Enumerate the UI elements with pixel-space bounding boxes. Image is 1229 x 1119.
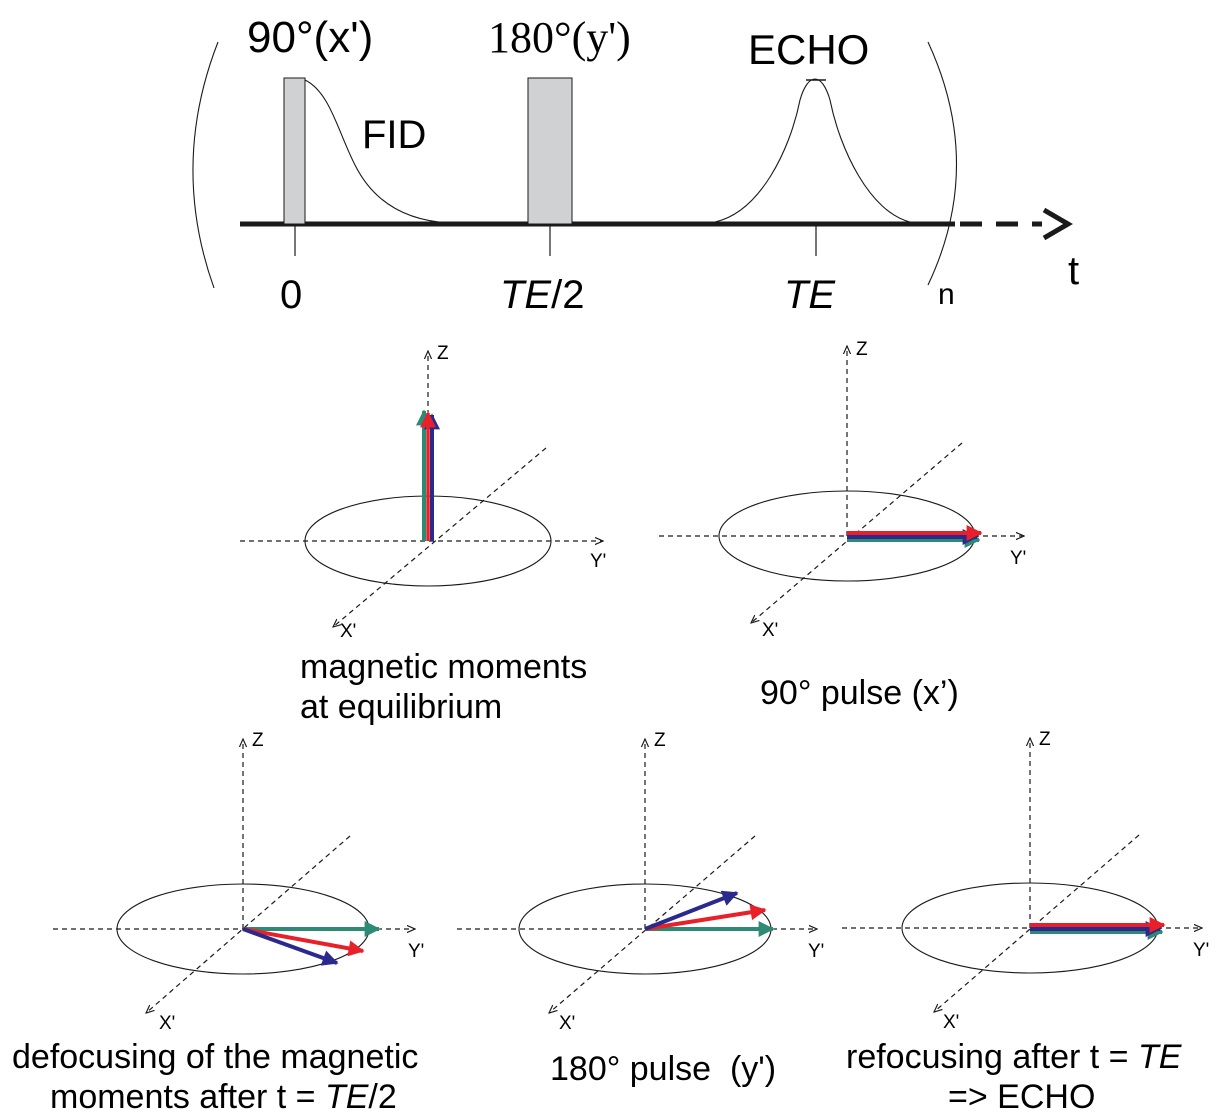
- panel-defocus: Z Y' X': [53, 730, 424, 1034]
- pulse-90-block: [283, 77, 306, 225]
- panel-equilibrium: Z Y' X': [240, 343, 606, 642]
- x-axis: [146, 835, 351, 1013]
- tick-te2-label: TE/2: [500, 273, 584, 317]
- x-axis-label: X': [559, 1013, 575, 1034]
- caption-defocus-line2: moments after t = TE/2: [50, 1078, 397, 1116]
- caption-refocus-line1: refocusing after t = TE: [846, 1038, 1182, 1076]
- left-repeat-bracket: [192, 41, 219, 289]
- z-axis-label: Z: [654, 730, 666, 751]
- panel-refocus: Z Y' X': [842, 729, 1209, 1033]
- panel-pulse180: Z Y' X': [457, 730, 824, 1034]
- caption-pulse90: 90° pulse (x’): [760, 674, 959, 712]
- caption-refocus-line2: => ECHO: [948, 1078, 1095, 1116]
- z-axis-label: Z: [1039, 729, 1051, 750]
- x-axis-label: X': [340, 621, 356, 642]
- echo-label: ECHO: [748, 26, 869, 73]
- pulse-90-label: 90°(x'): [247, 13, 373, 62]
- z-axis-label: Z: [252, 730, 264, 751]
- moment-red: [644, 904, 767, 931]
- y-axis-label: Y': [1193, 940, 1209, 961]
- z-axis-label: Z: [437, 343, 449, 364]
- moment-red: [242, 927, 365, 957]
- caption-pulse180: 180° pulse (y'): [550, 1050, 776, 1088]
- time-axis-label: t: [1068, 249, 1079, 293]
- repeat-count-label: n: [938, 278, 955, 311]
- moment-blue: [242, 927, 339, 966]
- tick-0-label: 0: [280, 273, 302, 317]
- y-axis-label: Y': [1010, 548, 1026, 569]
- z-axis-label: Z: [856, 339, 868, 360]
- fid-label: FID: [362, 113, 426, 157]
- tick-te-label: TE: [784, 273, 836, 317]
- caption-equilibrium-line1: magnetic moments: [300, 648, 587, 686]
- x-axis: [333, 447, 547, 627]
- y-axis-label: Y': [408, 941, 424, 962]
- caption-defocus-line1: defocusing of the magnetic: [12, 1038, 418, 1076]
- caption-equilibrium-line2: at equilibrium: [300, 688, 502, 726]
- echo-curve: [714, 78, 911, 223]
- x-axis-label: X': [159, 1013, 175, 1034]
- moment-blue: [644, 890, 739, 931]
- panel-pulse90: Z Y' X': [659, 339, 1026, 641]
- pulse-180-block: [527, 77, 573, 225]
- y-axis-label: Y': [808, 941, 824, 962]
- x-axis-label: X': [943, 1012, 959, 1033]
- fid-curve: [304, 79, 451, 224]
- y-axis-label: Y': [590, 551, 606, 572]
- pulse-180-label: 180°(y'): [488, 13, 631, 62]
- pulse-sequence: 90°(x') 180°(y') FID ECHO 0 TE/2 TE n t: [192, 13, 1079, 317]
- x-axis-label: X': [762, 620, 778, 641]
- right-repeat-bracket: [927, 41, 957, 286]
- time-axis-arrowhead: [1042, 207, 1073, 241]
